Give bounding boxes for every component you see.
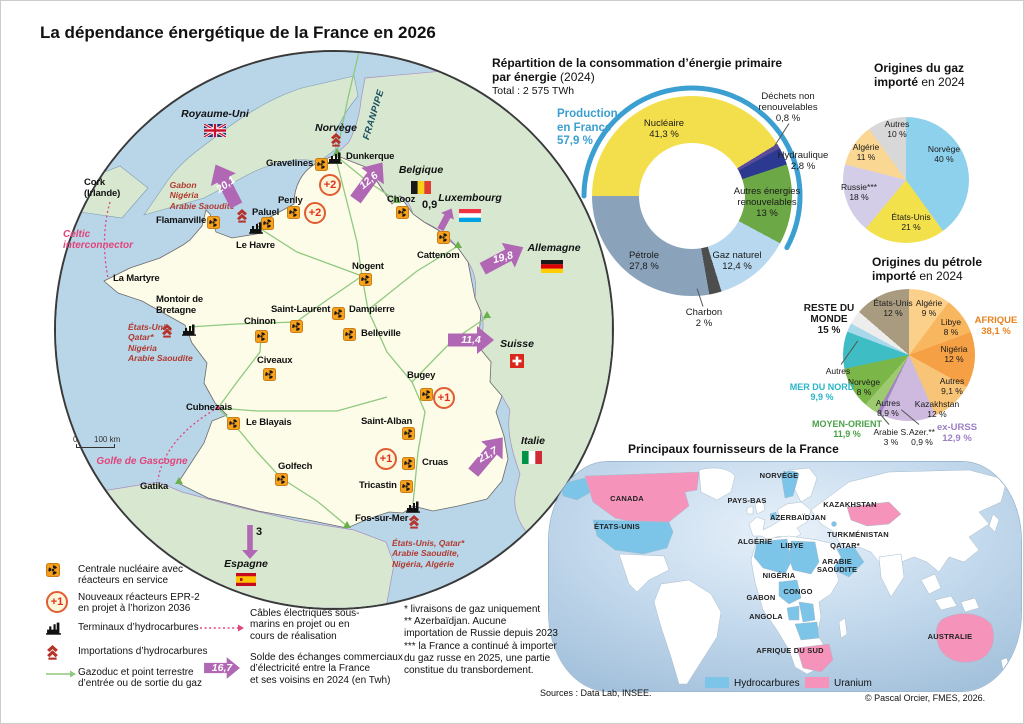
nigeria	[778, 579, 802, 605]
qatar	[855, 554, 861, 560]
legend-text-gazoduc: Gazoduc et point terrestre d’entrée ou d…	[78, 667, 202, 690]
netherlands	[769, 511, 778, 521]
south-africa	[796, 643, 834, 673]
british-isles	[746, 499, 766, 515]
libya	[788, 540, 820, 575]
kazakhstan	[846, 501, 902, 527]
sources: Sources : Data Lab, INSEE.	[540, 688, 652, 698]
gabon	[786, 605, 800, 621]
gas-entry-points	[175, 148, 491, 528]
congo	[798, 601, 816, 623]
footnotes: * livraisons de gaz uniquement ** Azerba…	[404, 604, 558, 676]
production-arc	[581, 85, 803, 307]
oil-pie-chart	[843, 289, 975, 421]
donut-hole	[639, 143, 745, 249]
oil-label-15: ex-URSS 12,9 %	[936, 422, 978, 444]
legend-icon-gazoduc	[46, 666, 76, 690]
donut-title-bold: par énergie	[492, 69, 557, 84]
world-map	[548, 461, 1022, 692]
legend-text-solde: Solde des échanges commerciaux d’électri…	[250, 652, 403, 686]
oil-label-9: Arabie S. 3 %	[873, 427, 909, 447]
oil-title-line1: Origines du pétrole	[872, 255, 983, 269]
page-title: La dépendance énergétique de la France e…	[40, 23, 436, 42]
production-l2: en France	[557, 121, 612, 134]
gas-pie-chart	[843, 117, 969, 243]
gas-title-line1: Origines du gaz	[874, 61, 965, 75]
donut-title-line2: par énergie (2024)	[492, 69, 822, 85]
india	[878, 553, 905, 598]
legend-text-import: Importations d’hydrocarbures	[78, 646, 208, 657]
legend-icon-nuclear	[46, 563, 72, 587]
canada	[584, 471, 700, 525]
donut-header: Répartition de la consommation d’énergie…	[492, 56, 822, 98]
algeria	[753, 538, 792, 575]
oil-label-12: MER DU NORD 9,9 %	[789, 382, 855, 403]
legend-icon-cable	[200, 619, 244, 632]
production-l1: Production	[557, 108, 618, 120]
legend-icon-terminal	[46, 621, 72, 645]
norway	[780, 470, 800, 499]
gas-title-year: en 2024	[918, 74, 965, 89]
azerbaijan	[831, 521, 837, 527]
gas-title-bold: importé	[874, 74, 919, 89]
scale-tick-l	[76, 444, 77, 448]
south-america	[653, 579, 722, 685]
legend-text-badge: Nouveaux réacteurs EPR-2 en projet à l’h…	[78, 592, 200, 615]
production-l3: 57,9 %	[557, 135, 593, 148]
madagascar	[838, 617, 848, 639]
usa	[592, 519, 674, 555]
gas-title-line2: importé en 2024	[874, 74, 965, 90]
japan	[988, 513, 1000, 533]
world-landmasses	[560, 467, 1010, 685]
oil-label-14: AFRIQUE 38,1 %	[974, 315, 1018, 337]
uk-shape	[143, 75, 359, 216]
mexico-central-america	[618, 553, 670, 593]
legend-icon-solde-value: 16,7	[211, 661, 233, 674]
production-label: Production en France 57,9 %	[557, 108, 618, 149]
gas-pie-header: Origines du gaz importé en 2024	[874, 61, 965, 90]
oil-label-10: Azer.** 0,9 %	[909, 427, 935, 447]
legend-icon-solde: 16,7	[177, 623, 267, 713]
legend-text-nuclear: Centrale nucléaire avec réacteurs en ser…	[78, 564, 184, 587]
france-map-circle	[54, 50, 614, 610]
donut-title-year: (2024)	[556, 69, 595, 84]
legend-icon-badge: +1	[46, 591, 72, 615]
southeast-asia	[920, 573, 980, 613]
alaska	[560, 477, 592, 501]
cubnezais-point	[215, 405, 221, 411]
oil-title-year: en 2024	[916, 268, 963, 283]
donut-total: Total : 2 575 TWh	[492, 84, 575, 97]
legend-icon-import	[46, 645, 72, 669]
legend-epr-badge: +1	[46, 591, 68, 613]
donut-title-line1: Répartition de la consommation d’énergie…	[492, 56, 783, 70]
australia	[936, 613, 994, 663]
undersea-cables	[103, 201, 215, 481]
credit: © Pascal Orcier, FMES, 2026.	[865, 693, 986, 703]
legend-text-terminal: Terminaux d’hydrocarbures	[78, 622, 199, 633]
world-map-svg	[549, 462, 1021, 691]
legend-text-cable: Câbles électriques sous- marins en proje…	[250, 608, 360, 642]
greenland	[698, 467, 736, 501]
oil-pie-header: Origines du pétrole importé en 2024	[872, 255, 983, 284]
france-map-svg	[56, 52, 612, 608]
angola	[794, 621, 820, 641]
oil-title-line2: importé en 2024	[872, 268, 982, 284]
world-map-title: Principaux fournisseurs de la France	[628, 442, 839, 456]
oil-label-13: MOYEN-ORIENT 11,9 %	[811, 419, 883, 440]
energy-donut-chart	[592, 96, 792, 296]
oil-title-bold: importé	[872, 268, 917, 283]
